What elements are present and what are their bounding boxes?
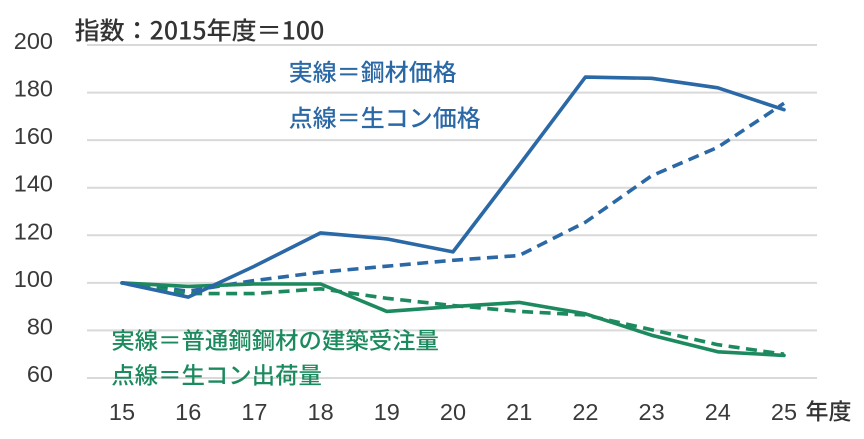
svg-text:60: 60 (27, 361, 53, 387)
svg-text:160: 160 (14, 123, 53, 149)
svg-text:180: 180 (14, 76, 53, 102)
svg-text:15: 15 (109, 399, 135, 425)
svg-text:80: 80 (27, 313, 53, 339)
svg-text:24: 24 (705, 399, 731, 425)
svg-text:18: 18 (308, 399, 334, 425)
svg-text:17: 17 (241, 399, 267, 425)
svg-text:100: 100 (14, 266, 53, 292)
svg-text:19: 19 (374, 399, 400, 425)
svg-text:21: 21 (506, 399, 532, 425)
svg-text:120: 120 (14, 218, 53, 244)
svg-text:20: 20 (440, 399, 466, 425)
svg-text:25: 25 (771, 399, 797, 425)
svg-text:16: 16 (175, 399, 201, 425)
svg-text:200: 200 (14, 28, 53, 54)
svg-text:22: 22 (572, 399, 598, 425)
svg-text:140: 140 (14, 171, 53, 197)
svg-text:23: 23 (639, 399, 665, 425)
